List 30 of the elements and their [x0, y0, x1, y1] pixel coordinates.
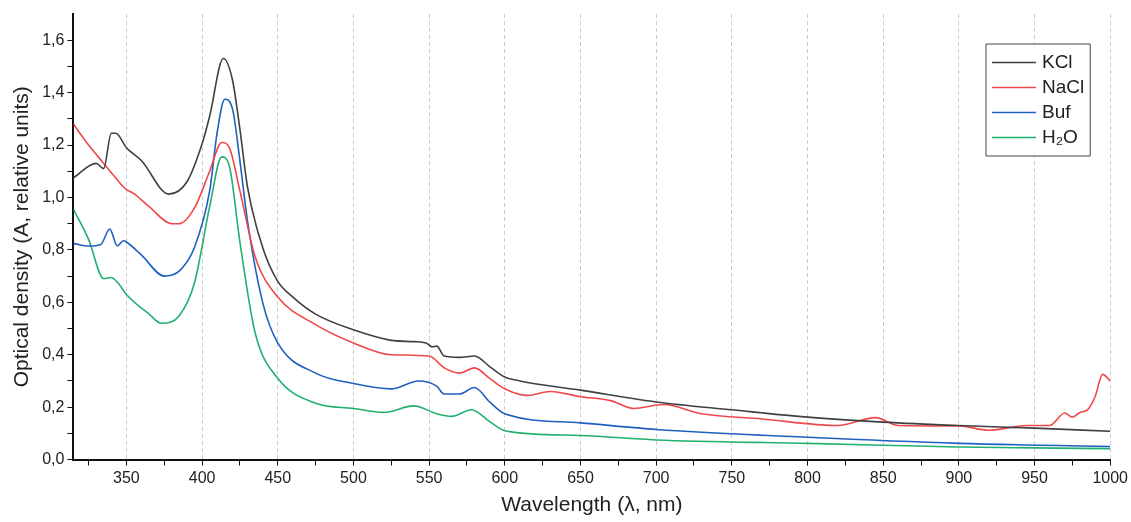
y-tick-label: 0,6 [42, 292, 65, 310]
y-tick-label: 1,6 [42, 30, 65, 48]
y-tick-label: 0,4 [42, 345, 65, 363]
x-tick-label: 750 [718, 468, 746, 486]
legend-label: Buf [1041, 100, 1072, 122]
y-tick-label: 1,4 [42, 83, 65, 101]
legend-label: KCl [1041, 50, 1073, 72]
y-axis-title: Optical density (A, relative units) [9, 86, 33, 388]
x-tick-label: 700 [642, 468, 670, 486]
x-axis-title: Wavelength (λ, nm) [501, 492, 683, 516]
x-tick-label: 1000 [1092, 468, 1129, 486]
x-tick-label: 950 [1021, 468, 1048, 486]
y-tick-label: 0,8 [42, 240, 65, 258]
y-tick-label: 1,0 [42, 187, 65, 205]
y-tick-label: 1,2 [42, 135, 65, 153]
y-tick-label: 0,0 [42, 450, 65, 468]
x-tick-label: 600 [491, 468, 519, 486]
x-tick-label: 850 [869, 468, 897, 486]
line-series [73, 156, 1111, 450]
x-tick-label: 800 [794, 468, 821, 486]
legend-label: NaCl [1041, 75, 1085, 97]
x-tick-label: 350 [113, 468, 140, 486]
x-tick-label: 550 [415, 468, 443, 486]
x-tick-label: 900 [945, 468, 973, 486]
x-tick-label: 400 [188, 468, 216, 486]
legend-label: H₂O [1041, 125, 1078, 147]
x-tick-label: 500 [340, 468, 367, 486]
x-tick-label: 450 [264, 468, 292, 486]
x-tick-label: 650 [567, 468, 594, 486]
y-tick-label: 0,2 [42, 397, 65, 415]
